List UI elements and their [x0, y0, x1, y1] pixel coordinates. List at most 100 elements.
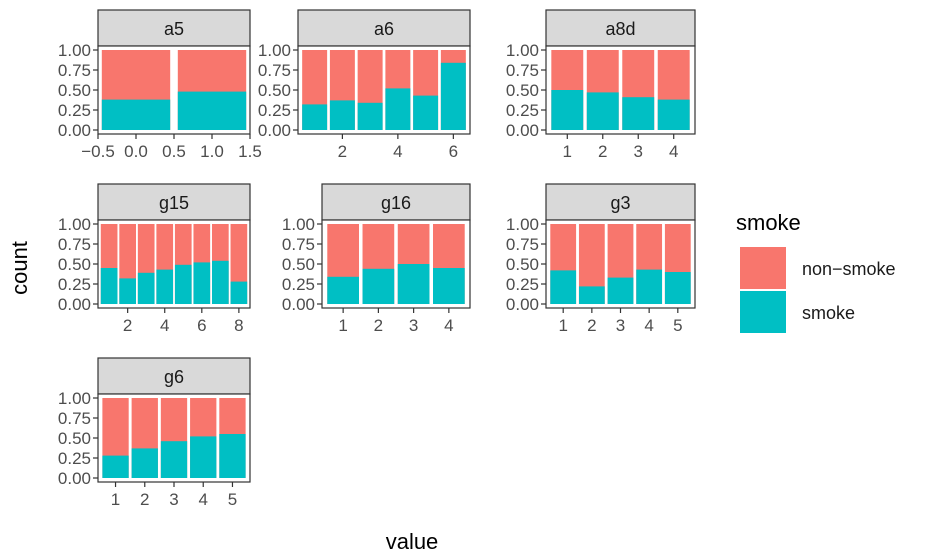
facet-g3: g3 0.000.250.500.751.00 1 2 3 4 5 [506, 183, 696, 335]
y-tick-label-a8d-0: 0.00 [506, 121, 539, 140]
x-tick-label-a5-4: 1.5 [238, 142, 262, 161]
bar-smoke-a5-0 [101, 99, 171, 130]
bar-smoke-a6-1 [302, 104, 328, 130]
y-tick-label-a6-2: 0.50 [258, 81, 291, 100]
bar-smoke-g6-4 [190, 436, 217, 478]
x-tick-label-g15-1: 4 [160, 316, 169, 335]
y-tick-label-a5-2: 0.50 [58, 81, 91, 100]
facet-panels: a50.000.250.500.751.00−0.5 0.0 0.5 1.0 1.5a6… [58, 9, 696, 509]
x-tick-label-g6-3: 4 [198, 490, 207, 509]
facet-strip-a8d [545, 9, 696, 47]
facet-g16: g16 0.000.250.500.751.00 1 2 3 4 [282, 183, 471, 335]
bar-smoke-g15-6 [193, 262, 211, 304]
y-tick-label-g16-0: 0.00 [282, 295, 315, 314]
x-tick-label-a8d-3: 4 [669, 142, 678, 161]
y-tick-label-g15-3: 0.75 [58, 235, 91, 254]
legend-label-non-smoke: non−smoke [802, 259, 896, 279]
facet-strip-label-g6: g6 [164, 367, 184, 387]
bar-smoke-g15-7 [212, 260, 229, 304]
bar-smoke-g3-5 [664, 272, 691, 304]
bar-smoke-a6-3 [357, 102, 383, 130]
y-tick-label-a6-1: 0.25 [258, 101, 291, 120]
bar-smoke-g3-3 [607, 277, 634, 304]
facet-a6: a6 0.000.250.500.751.00 2 4 6 [258, 9, 471, 161]
bar-smoke-g16-4 [433, 268, 465, 304]
x-tick-label-a5-1: 0.0 [124, 142, 148, 161]
y-tick-label-g3-1: 0.25 [506, 275, 539, 294]
bar-smoke-a6-2 [329, 100, 355, 130]
x-tick-label-g3-0: 1 [558, 316, 567, 335]
y-tick-label-a5-4: 1.00 [58, 41, 91, 60]
x-tick-label-a6-2: 6 [449, 142, 458, 161]
bar-smoke-g15-1 [100, 268, 118, 304]
y-tick-label-g6-4: 1.00 [58, 389, 91, 408]
x-tick-label-g6-2: 3 [169, 490, 178, 509]
y-tick-label-g16-3: 0.75 [282, 235, 315, 254]
bar-smoke-g3-4 [636, 269, 663, 304]
bar-smoke-g16-3 [397, 264, 430, 304]
bar-smoke-a6-5 [413, 95, 439, 130]
facet-strip-label-a5: a5 [164, 19, 184, 39]
x-tick-label-g15-3: 8 [234, 316, 243, 335]
bar-smoke-g6-5 [219, 434, 246, 478]
bar-smoke-g16-1 [327, 276, 359, 304]
y-tick-label-a6-4: 1.00 [258, 41, 291, 60]
y-tick-label-g16-1: 0.25 [282, 275, 315, 294]
legend-key-non-smoke [740, 247, 786, 289]
y-axis-label: count [7, 241, 32, 295]
y-tick-label-g3-0: 0.00 [506, 295, 539, 314]
facet-a5: a5 0.000.250.500.751.00 −0.5 0.0 0.5 1.0 1.5 [58, 9, 262, 161]
y-tick-label-g16-2: 0.50 [282, 255, 315, 274]
y-tick-label-g3-2: 0.50 [506, 255, 539, 274]
facet-strip-g16 [321, 183, 471, 221]
x-tick-label-g16-1: 2 [374, 316, 383, 335]
facet-g6: g6 0.000.250.500.751.00 1 2 3 4 5 [58, 357, 251, 509]
x-axis-label: value [386, 529, 439, 554]
facet-strip-a5 [97, 9, 251, 47]
x-tick-label-a5-2: 0.5 [162, 142, 186, 161]
y-tick-label-a8d-1: 0.25 [506, 101, 539, 120]
y-tick-label-a8d-4: 1.00 [506, 41, 539, 60]
bar-smoke-a8d-4 [657, 99, 690, 130]
legend-title: smoke [736, 210, 801, 235]
x-tick-label-a6-1: 4 [393, 142, 402, 161]
y-tick-label-a8d-3: 0.75 [506, 61, 539, 80]
y-tick-label-g16-4: 1.00 [282, 215, 315, 234]
x-tick-label-a8d-1: 2 [598, 142, 607, 161]
x-tick-label-a6-0: 2 [338, 142, 347, 161]
x-tick-label-g3-4: 5 [673, 316, 682, 335]
y-tick-label-g15-1: 0.25 [58, 275, 91, 294]
bar-smoke-a6-6 [440, 62, 466, 130]
x-tick-label-g16-2: 3 [409, 316, 418, 335]
bar-smoke-a5-1 [177, 91, 247, 130]
x-tick-label-a8d-2: 3 [634, 142, 643, 161]
y-tick-label-g15-2: 0.50 [58, 255, 91, 274]
y-tick-label-g6-1: 0.25 [58, 449, 91, 468]
y-tick-label-a5-1: 0.25 [58, 101, 91, 120]
bar-smoke-a6-4 [385, 88, 411, 130]
facet-a8d: a8d 0.000.250.500.751.00 1 2 3 4 [506, 9, 696, 161]
bar-smoke-a8d-2 [586, 92, 619, 130]
bar-smoke-g16-2 [362, 268, 395, 304]
y-tick-label-g6-0: 0.00 [58, 469, 91, 488]
bar-smoke-g3-1 [550, 270, 577, 304]
x-tick-label-g6-0: 1 [111, 490, 120, 509]
y-tick-label-g3-4: 1.00 [506, 215, 539, 234]
bar-smoke-a8d-3 [622, 97, 655, 130]
bar-smoke-g6-1 [102, 455, 129, 478]
x-tick-label-g3-2: 3 [616, 316, 625, 335]
y-tick-label-g15-4: 1.00 [58, 215, 91, 234]
bar-smoke-g15-2 [119, 278, 136, 304]
y-tick-label-g15-0: 0.00 [58, 295, 91, 314]
y-tick-label-g6-3: 0.75 [58, 409, 91, 428]
y-tick-label-a6-3: 0.75 [258, 61, 291, 80]
x-tick-label-g15-0: 2 [123, 316, 132, 335]
x-tick-label-g15-2: 6 [197, 316, 206, 335]
facet-strip-g3 [545, 183, 696, 221]
bar-smoke-a8d-1 [551, 90, 584, 130]
bar-smoke-g15-5 [174, 264, 192, 304]
x-tick-label-a5-3: 1.0 [200, 142, 224, 161]
facet-strip-label-a8d: a8d [605, 19, 635, 39]
facet-strip-label-g15: g15 [159, 193, 189, 213]
